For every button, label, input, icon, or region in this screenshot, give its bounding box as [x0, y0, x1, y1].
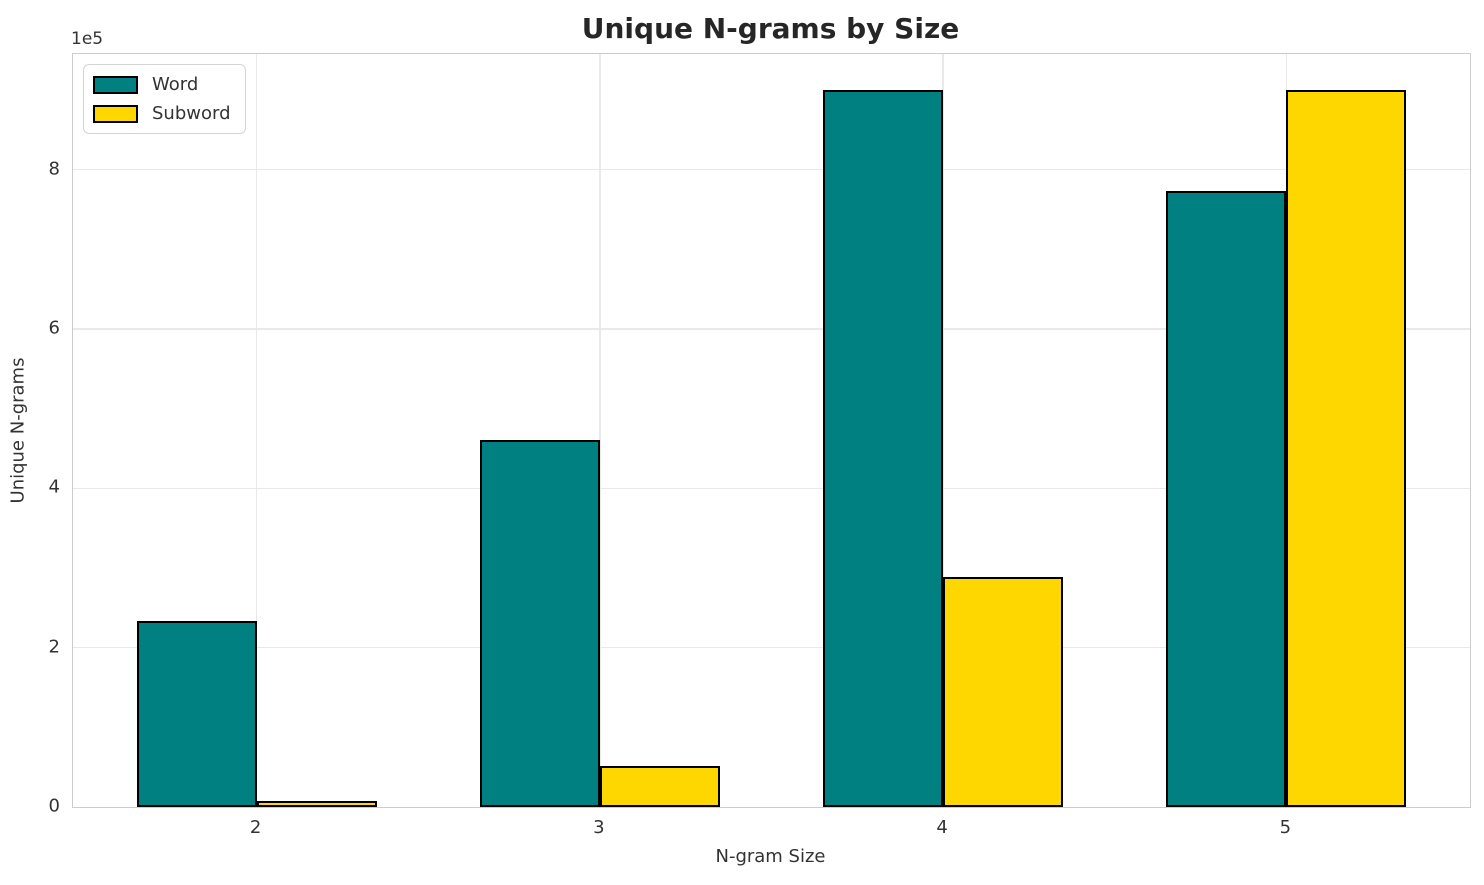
x-tick-label: 2 — [249, 817, 262, 838]
gridline-vertical — [255, 54, 258, 807]
y-tick-label: 2 — [48, 636, 60, 658]
y-axis-label: Unique N-grams — [7, 357, 29, 504]
y-tick-label: 8 — [48, 158, 60, 180]
legend-swatch-subword — [93, 104, 138, 123]
gridline-horizontal — [73, 646, 1470, 649]
x-tick-label: 3 — [593, 817, 605, 838]
y-tick-label: 0 — [48, 795, 60, 817]
y-axis-offset-text: 1e5 — [71, 29, 104, 49]
legend-item-word: Word — [93, 74, 231, 95]
gridline-horizontal — [73, 487, 1470, 490]
legend-label: Word — [152, 74, 199, 95]
gridline-vertical — [942, 54, 944, 807]
chart-title: Unique N-grams by Size — [581, 12, 960, 45]
legend-swatch-word — [93, 75, 138, 94]
gridline-horizontal — [73, 168, 1470, 171]
bar-word-ngram-4 — [822, 89, 944, 807]
gridline-vertical — [599, 54, 601, 807]
plot-area: Word Subword — [72, 53, 1471, 808]
legend-label: Subword — [152, 103, 231, 124]
y-tick-label: 4 — [48, 476, 60, 498]
legend-item-subword: Subword — [93, 103, 231, 124]
x-tick-label: 4 — [936, 817, 948, 838]
legend: Word Subword — [83, 64, 246, 134]
bar-word-ngram-3 — [479, 440, 600, 807]
bar-word-ngram-5 — [1166, 191, 1287, 807]
bar-subword-ngram-5 — [1286, 89, 1407, 807]
gridline-horizontal — [73, 328, 1470, 330]
bar-subword-ngram-4 — [943, 576, 1064, 807]
x-tick-label: 5 — [1279, 817, 1292, 838]
bar-word-ngram-2 — [136, 621, 257, 807]
x-axis-label: N-gram Size — [715, 846, 826, 867]
y-tick-label: 6 — [48, 317, 60, 339]
bar-subword-ngram-2 — [256, 801, 377, 807]
bar-subword-ngram-3 — [599, 765, 720, 807]
